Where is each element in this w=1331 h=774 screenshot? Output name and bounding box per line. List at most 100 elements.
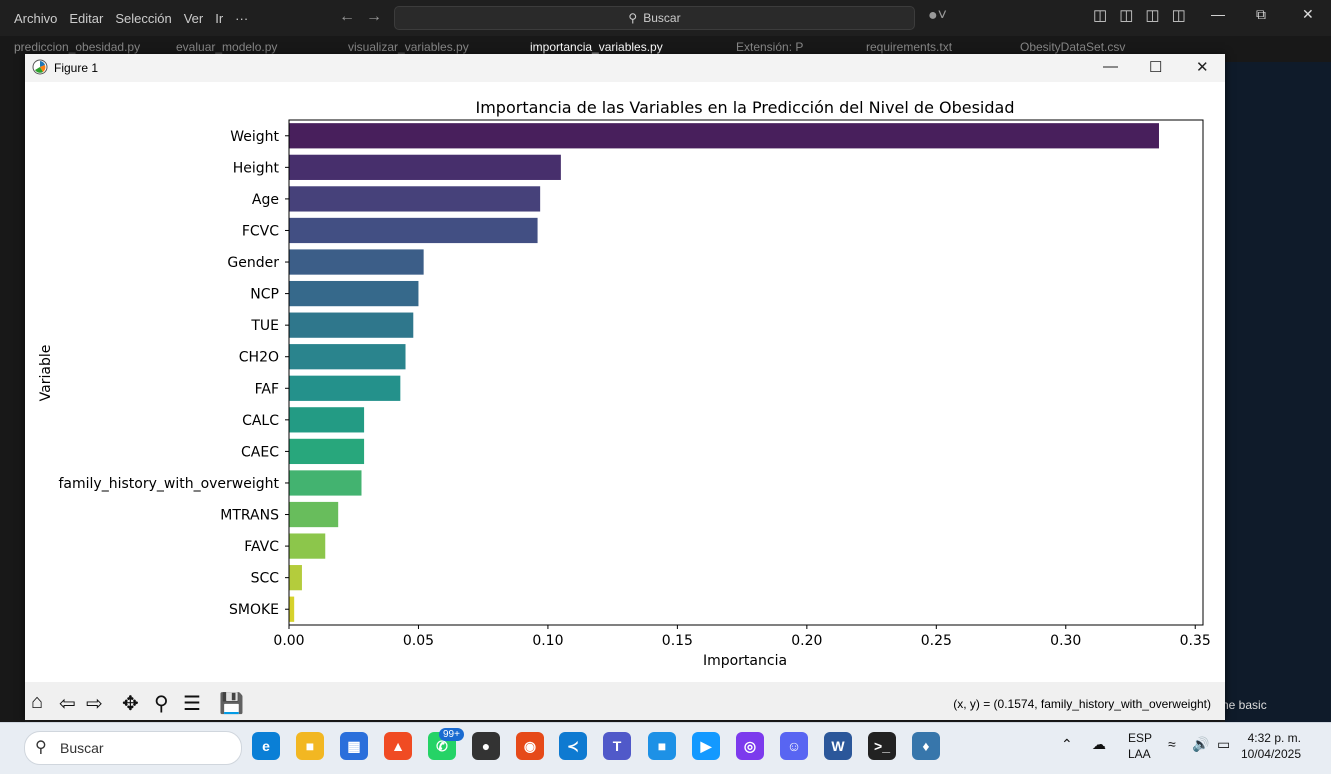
status-bar-text[interactable]: ne basic: [1222, 698, 1267, 712]
y-tick-label: Gender: [227, 255, 279, 271]
fig-close-icon[interactable]: ✕: [1196, 59, 1209, 76]
minimize-icon[interactable]: —: [1211, 6, 1225, 22]
word-icon[interactable]: W: [824, 732, 852, 760]
store-icon[interactable]: ▦: [340, 732, 368, 760]
y-tick-label: NCP: [250, 287, 279, 303]
chart-title: Importancia de las Variables en la Predi…: [475, 98, 1014, 117]
save-icon[interactable]: 💾: [219, 693, 244, 715]
y-tick-label: FCVC: [242, 223, 279, 239]
y-tick-label: CH2O: [239, 350, 279, 366]
language-top[interactable]: ESP: [1128, 731, 1153, 745]
bar-CAEC: [289, 438, 365, 465]
bar-Gender: [289, 249, 424, 275]
zoom-icon[interactable]: ⚲: [154, 693, 169, 715]
python-icon[interactable]: ♦: [912, 732, 940, 760]
x-tick-label: 0.20: [791, 633, 822, 649]
y-tick-label: MTRANS: [220, 508, 279, 524]
search-icon: ⚲: [628, 11, 638, 25]
battery-icon[interactable]: ▭: [1217, 736, 1231, 752]
close-icon[interactable]: ✕: [1302, 6, 1314, 22]
y-tick-label: Age: [252, 192, 279, 208]
tab-visualizar[interactable]: visualizar_variables.py: [348, 40, 469, 54]
x-tick-label: 0.15: [662, 633, 693, 649]
x-tick-label: 0.10: [532, 633, 563, 649]
pan-icon[interactable]: ✥: [122, 693, 139, 715]
vscode-menu-bar: Archivo Editar Selección Ver Ir ···: [8, 0, 254, 36]
brave-icon[interactable]: ▲: [384, 732, 412, 760]
configure-subplots-icon[interactable]: ☰: [183, 693, 201, 715]
onedrive-icon[interactable]: ☁: [1092, 736, 1106, 752]
menu-ir[interactable]: Ir: [215, 10, 224, 26]
tab-requirements[interactable]: requirements.txt: [866, 40, 953, 54]
y-tick-label: Weight: [230, 129, 279, 145]
bar-family_history_with_overweight: [289, 470, 362, 496]
linux-icon[interactable]: ●: [472, 732, 500, 760]
taskbar-search[interactable]: ⚲ Buscar: [24, 731, 242, 765]
y-tick-label: CAEC: [241, 444, 279, 460]
copilot-icon[interactable]: ●˅: [928, 7, 948, 24]
bar-Age: [289, 186, 541, 212]
panel-toggle-icon[interactable]: ◫: [1145, 7, 1160, 24]
matplotlib-logo-icon: [32, 59, 48, 75]
layout-icon[interactable]: ◫: [1093, 7, 1108, 24]
menu-editar[interactable]: Editar: [69, 10, 104, 26]
back-icon[interactable]: ⇦: [59, 693, 76, 715]
x-tick-label: 0.00: [273, 633, 304, 649]
chevron-up-icon[interactable]: ⌃: [1061, 736, 1073, 752]
clock[interactable]: 4:32 p. m. 10/04/2025: [1241, 730, 1301, 762]
home-icon[interactable]: ⌂: [31, 691, 44, 713]
minimap: [1225, 62, 1331, 722]
y-tick-label: TUE: [250, 318, 279, 334]
sidebar-toggle-icon[interactable]: ◫: [1119, 7, 1134, 24]
clock-date: 10/04/2025: [1240, 747, 1301, 761]
menu-ver[interactable]: Ver: [183, 10, 204, 26]
menu-seleccion[interactable]: Selección: [115, 10, 172, 26]
tab-prediccion[interactable]: prediccion_obesidad.py: [14, 40, 141, 54]
menu-archivo[interactable]: Archivo: [14, 10, 58, 26]
bar-Height: [289, 154, 561, 180]
activity-bar: [0, 62, 25, 722]
clock-time: 4:32 p. m.: [1247, 731, 1301, 745]
plot-area[interactable]: Importancia de las Variables en la Predi…: [25, 82, 1225, 682]
tab-dataset[interactable]: ObesityDataSet.csv: [1020, 40, 1126, 54]
taskbar-search-label: Buscar: [60, 740, 104, 756]
figure-title: Figure 1: [54, 61, 99, 75]
restore-icon[interactable]: ⧉: [1256, 6, 1266, 22]
bar-FCVC: [289, 217, 538, 244]
file-explorer-icon[interactable]: ■: [296, 732, 324, 760]
bar-MTRANS: [289, 501, 339, 528]
vscode-icon[interactable]: ≺: [559, 732, 587, 760]
tab-importancia[interactable]: importancia_variables.py: [530, 40, 663, 54]
chrome-icon[interactable]: ◉: [516, 732, 544, 760]
teams-icon[interactable]: T: [603, 732, 631, 760]
menu-more[interactable]: ···: [235, 10, 249, 26]
wifi-icon[interactable]: ≈: [1168, 736, 1176, 752]
command-search-input[interactable]: ⚲ Buscar: [394, 6, 915, 30]
forward-icon[interactable]: ⇨: [86, 693, 103, 715]
x-tick-label: 0.35: [1180, 633, 1211, 649]
edge-icon[interactable]: e: [252, 732, 280, 760]
terminal-icon[interactable]: >_: [868, 732, 896, 760]
bar-CH2O: [289, 344, 406, 370]
volume-icon[interactable]: 🔊: [1192, 736, 1210, 752]
y-axis-label: Variable: [38, 345, 54, 402]
forward-arrow-icon[interactable]: →: [366, 8, 382, 25]
docker-icon[interactable]: ■: [648, 732, 676, 760]
bar-CALC: [289, 407, 365, 433]
search-icon: ⚲: [35, 739, 47, 756]
prime-video-icon[interactable]: ▶: [692, 732, 720, 760]
taskbar: ⚲ Buscar e ■ ▦ ▲ ✆ 99+ ● ◉ ≺ T ■ ▶ ◎ ☺ W…: [0, 722, 1331, 774]
bar-SCC: [289, 565, 302, 591]
secondary-sidebar-icon[interactable]: ◫: [1171, 7, 1186, 24]
fig-maximize-icon[interactable]: ☐: [1149, 59, 1163, 76]
bar-FAF: [289, 375, 401, 401]
x-axis-label: Importancia: [703, 653, 787, 669]
language-bottom[interactable]: LAA: [1128, 747, 1151, 761]
tor-icon[interactable]: ◎: [736, 732, 764, 760]
discord-icon[interactable]: ☺: [780, 732, 808, 760]
tab-extension[interactable]: Extensión: P: [736, 40, 804, 54]
fig-minimize-icon[interactable]: —: [1103, 58, 1118, 75]
tab-evaluar[interactable]: evaluar_modelo.py: [176, 40, 278, 54]
axes-frame: [288, 119, 1204, 626]
back-arrow-icon[interactable]: ←: [339, 8, 355, 25]
